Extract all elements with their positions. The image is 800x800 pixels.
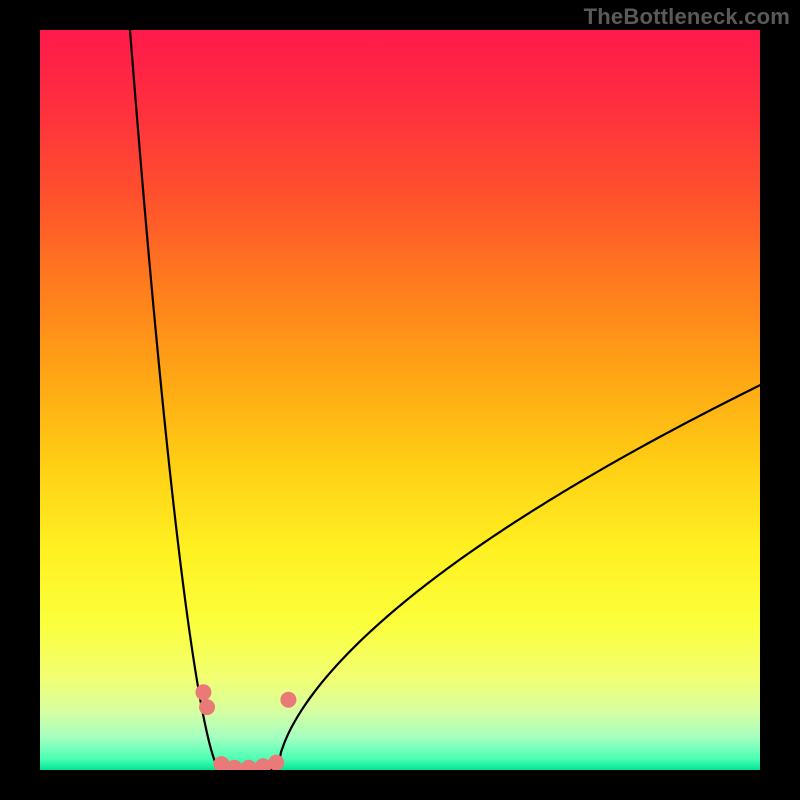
curve-marker bbox=[195, 684, 211, 700]
gradient-background bbox=[40, 30, 760, 770]
curve-marker bbox=[268, 755, 284, 771]
plot-area bbox=[40, 30, 760, 776]
curve-marker bbox=[280, 692, 296, 708]
watermark-text: TheBottleneck.com bbox=[584, 4, 790, 30]
stage: TheBottleneck.com bbox=[0, 0, 800, 800]
chart-svg bbox=[0, 0, 800, 800]
curve-marker bbox=[199, 699, 215, 715]
